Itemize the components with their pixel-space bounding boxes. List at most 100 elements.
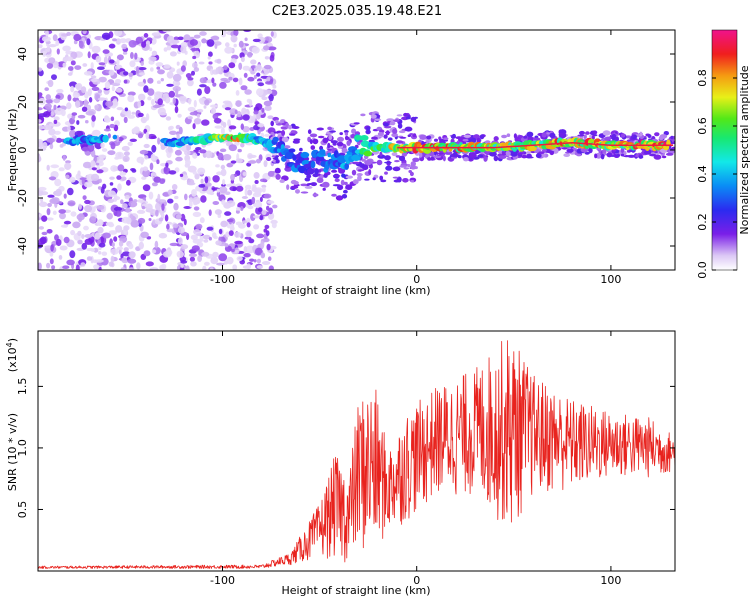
noise-blob: [206, 226, 214, 231]
noise-blob: [199, 84, 207, 88]
noise-blob: [226, 200, 236, 208]
noise-blob: [235, 158, 243, 164]
noise-blob: [111, 242, 115, 248]
noise-blob: [107, 198, 114, 203]
noise-blob: [188, 253, 198, 258]
halo-blob: [591, 130, 598, 135]
noise-blob: [116, 107, 124, 111]
snr-y-tick-label: 1.0: [16, 439, 29, 457]
noise-blob: [163, 166, 168, 172]
halo-blob: [457, 155, 462, 159]
noise-blob: [46, 164, 50, 171]
noise-blob: [260, 252, 266, 259]
halo-blob: [372, 177, 376, 181]
noise-blob: [162, 30, 172, 33]
noise-blob: [81, 234, 85, 239]
noise-blob: [255, 103, 263, 111]
noise-blob: [235, 221, 243, 226]
spectrogram-y-tick-label: 0: [16, 147, 29, 154]
noise-blob: [86, 38, 91, 46]
track-blob: [344, 162, 349, 170]
noise-blob: [45, 94, 51, 101]
noise-blob: [53, 104, 57, 111]
halo-blob: [600, 153, 605, 160]
noise-blob: [66, 259, 75, 266]
noise-blob: [38, 67, 43, 72]
colorbar-tick-label: 0.6: [696, 117, 709, 135]
noise-blob: [120, 176, 127, 181]
noise-blob: [39, 201, 48, 208]
noise-blob: [267, 256, 272, 262]
halo-blob: [639, 131, 643, 137]
halo-blob: [300, 183, 308, 187]
noise-blob: [83, 99, 89, 108]
noise-blob: [134, 52, 138, 60]
halo-blob: [275, 119, 279, 124]
noise-blob: [155, 91, 163, 96]
noise-blob: [196, 88, 202, 96]
halo-blob: [351, 169, 357, 176]
halo-blob: [343, 181, 348, 186]
noise-blob: [123, 116, 128, 124]
noise-blob: [94, 232, 101, 240]
colorbar-tick-label: 0.4: [696, 165, 709, 183]
noise-blob: [219, 148, 227, 153]
noise-blob: [177, 113, 182, 118]
noise-blob: [48, 176, 57, 181]
noise-blob: [94, 141, 103, 150]
halo-blob: [383, 134, 388, 139]
halo-blob: [453, 151, 458, 157]
noise-blob: [81, 177, 85, 186]
noise-blob: [96, 205, 105, 210]
noise-blob: [183, 206, 192, 209]
halo-blob: [326, 150, 331, 154]
noise-blob: [177, 36, 184, 41]
noise-blob: [41, 231, 48, 236]
noise-blob: [77, 230, 82, 236]
track-blob: [315, 156, 325, 161]
noise-blob: [235, 90, 240, 96]
noise-blob: [38, 189, 44, 196]
halo-blob: [336, 141, 344, 147]
halo-blob: [281, 130, 286, 136]
noise-blob: [40, 197, 44, 203]
noise-blob: [221, 199, 226, 205]
noise-blob: [109, 176, 115, 180]
noise-blob: [103, 116, 111, 123]
noise-blob: [113, 236, 118, 242]
halo-blob: [463, 134, 471, 138]
noise-blob: [118, 248, 122, 255]
noise-blob: [53, 119, 58, 124]
noise-blob: [204, 86, 211, 95]
noise-blob: [52, 210, 57, 215]
noise-blob: [46, 217, 54, 221]
noise-blob: [172, 73, 182, 82]
halo-blob: [489, 151, 497, 157]
noise-blob: [97, 66, 105, 70]
noise-blob: [38, 97, 46, 105]
noise-blob: [212, 232, 217, 239]
halo-blob: [286, 184, 290, 190]
noise-blob: [136, 199, 145, 203]
noise-blob: [137, 217, 146, 224]
noise-blob: [253, 172, 260, 179]
halo-blob: [665, 152, 674, 156]
noise-blob: [119, 38, 128, 44]
noise-blob: [261, 107, 265, 113]
halo-blob: [588, 147, 593, 154]
halo-blob: [671, 141, 675, 144]
halo-blob: [330, 140, 338, 144]
noise-blob: [160, 78, 164, 82]
halo-blob: [322, 187, 326, 191]
noise-blob: [238, 40, 244, 48]
halo-blob: [327, 142, 331, 149]
snr-x-tick-label: 100: [600, 574, 621, 587]
halo-blob: [407, 134, 411, 137]
noise-blob: [137, 100, 142, 108]
halo-blob: [469, 154, 477, 158]
noise-blob: [129, 214, 134, 219]
noise-blob: [55, 188, 62, 197]
halo-blob: [615, 136, 619, 143]
noise-blob: [173, 223, 179, 229]
noise-blob: [243, 246, 248, 253]
